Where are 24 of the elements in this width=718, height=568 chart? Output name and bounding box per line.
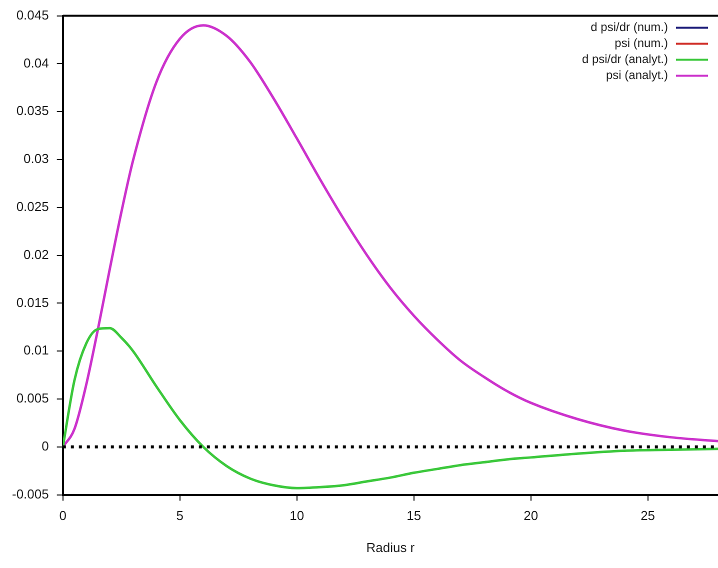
- y-tick-label: 0.03: [24, 151, 49, 166]
- y-tick-label: 0.01: [24, 342, 49, 358]
- x-tick-label: 25: [640, 508, 656, 524]
- y-tick-label: 0.035: [16, 103, 49, 118]
- y-tick-label: 0.005: [16, 390, 49, 406]
- y-tick-label: 0: [42, 438, 49, 454]
- x-tick-label: 0: [59, 508, 66, 524]
- y-tick-label: 0.025: [16, 198, 49, 214]
- x-tick-label: 10: [290, 508, 304, 524]
- legend-label: d psi/dr (analyt.): [582, 52, 668, 66]
- legend-label: psi (analyt.): [606, 68, 668, 82]
- legend-label: d psi/dr (num.): [590, 20, 668, 34]
- y-tick-label: -0.005: [12, 486, 49, 502]
- y-tick-label: 0.015: [16, 294, 49, 310]
- line-series: [62, 326, 718, 490]
- y-tick-label: 0.04: [24, 55, 49, 70]
- line-series: [62, 24, 718, 448]
- x-tick-label: 5: [176, 508, 184, 524]
- x-axis-title: Radius r: [366, 540, 416, 555]
- x-tick-label: 20: [524, 508, 538, 524]
- x-tick-label: 15: [406, 508, 422, 524]
- legend-label: psi (num.): [614, 36, 668, 50]
- y-tick-label: 0.045: [16, 7, 49, 22]
- y-tick-label: 0.02: [24, 246, 49, 262]
